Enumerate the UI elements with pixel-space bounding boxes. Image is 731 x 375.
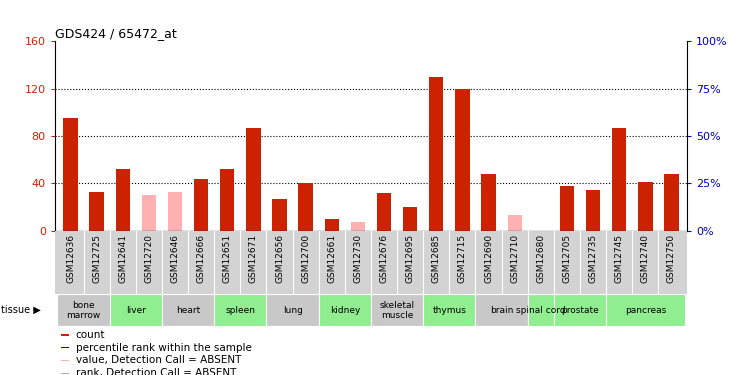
Bar bbox=[325, 219, 339, 231]
Text: GSM12666: GSM12666 bbox=[197, 234, 205, 283]
Text: GSM12651: GSM12651 bbox=[223, 234, 232, 283]
Text: spinal cord: spinal cord bbox=[516, 306, 566, 315]
Bar bbox=[475, 294, 528, 326]
Bar bbox=[298, 183, 313, 231]
Text: GSM12730: GSM12730 bbox=[353, 234, 363, 283]
Bar bbox=[58, 294, 110, 326]
Bar bbox=[214, 294, 267, 326]
Text: count: count bbox=[76, 330, 105, 340]
Text: heart: heart bbox=[176, 306, 200, 315]
Bar bbox=[638, 182, 653, 231]
Bar bbox=[403, 207, 417, 231]
Bar bbox=[115, 169, 130, 231]
Text: thymus: thymus bbox=[433, 306, 466, 315]
Text: kidney: kidney bbox=[330, 306, 360, 315]
Text: GSM12656: GSM12656 bbox=[275, 234, 284, 283]
Text: bone
marrow: bone marrow bbox=[67, 301, 101, 320]
Text: GSM12740: GSM12740 bbox=[641, 234, 650, 283]
Text: GDS424 / 65472_at: GDS424 / 65472_at bbox=[55, 27, 177, 40]
Bar bbox=[142, 195, 156, 231]
Bar bbox=[168, 192, 182, 231]
Bar bbox=[455, 88, 469, 231]
Bar bbox=[273, 199, 287, 231]
Bar bbox=[319, 294, 371, 326]
Text: GSM12720: GSM12720 bbox=[145, 234, 154, 283]
Text: percentile rank within the sample: percentile rank within the sample bbox=[76, 343, 251, 353]
Bar bbox=[554, 294, 606, 326]
Text: GSM12661: GSM12661 bbox=[327, 234, 336, 283]
Bar bbox=[606, 294, 684, 326]
Text: GSM12680: GSM12680 bbox=[537, 234, 545, 283]
Text: prostate: prostate bbox=[561, 306, 599, 315]
Bar bbox=[377, 193, 391, 231]
Bar bbox=[162, 294, 214, 326]
Text: pancreas: pancreas bbox=[625, 306, 666, 315]
Bar bbox=[371, 294, 423, 326]
Text: GSM12705: GSM12705 bbox=[562, 234, 572, 283]
Text: GSM12676: GSM12676 bbox=[379, 234, 389, 283]
Bar bbox=[61, 360, 69, 361]
Text: GSM12641: GSM12641 bbox=[118, 234, 127, 283]
Text: GSM12745: GSM12745 bbox=[615, 234, 624, 283]
Bar bbox=[423, 294, 475, 326]
Bar bbox=[507, 215, 522, 231]
Text: GSM12735: GSM12735 bbox=[588, 234, 597, 283]
Text: GSM12671: GSM12671 bbox=[249, 234, 258, 283]
Bar bbox=[560, 186, 574, 231]
Bar bbox=[482, 174, 496, 231]
Bar bbox=[61, 372, 69, 374]
Text: tissue ▶: tissue ▶ bbox=[1, 304, 41, 314]
Text: GSM12646: GSM12646 bbox=[170, 234, 180, 283]
Bar bbox=[61, 334, 69, 336]
Text: GSM12690: GSM12690 bbox=[484, 234, 493, 283]
Bar bbox=[612, 128, 626, 231]
Bar bbox=[528, 294, 554, 326]
Text: value, Detection Call = ABSENT: value, Detection Call = ABSENT bbox=[76, 356, 241, 365]
Text: rank, Detection Call = ABSENT: rank, Detection Call = ABSENT bbox=[76, 368, 236, 375]
Bar bbox=[664, 174, 678, 231]
Text: lung: lung bbox=[283, 306, 303, 315]
Bar bbox=[110, 294, 162, 326]
Text: GSM12695: GSM12695 bbox=[406, 234, 414, 283]
Text: GSM12710: GSM12710 bbox=[510, 234, 519, 283]
Bar bbox=[267, 294, 319, 326]
Text: GSM12715: GSM12715 bbox=[458, 234, 467, 283]
Text: skeletal
muscle: skeletal muscle bbox=[379, 301, 414, 320]
Bar bbox=[220, 169, 235, 231]
Text: GSM12636: GSM12636 bbox=[66, 234, 75, 283]
Text: brain: brain bbox=[490, 306, 513, 315]
Bar bbox=[89, 192, 104, 231]
Bar bbox=[351, 222, 365, 231]
Bar bbox=[64, 118, 77, 231]
Bar bbox=[586, 190, 600, 231]
Bar bbox=[194, 178, 208, 231]
Text: GSM12685: GSM12685 bbox=[432, 234, 441, 283]
Text: GSM12750: GSM12750 bbox=[667, 234, 676, 283]
Bar bbox=[429, 77, 444, 231]
Bar bbox=[246, 128, 260, 231]
Text: GSM12700: GSM12700 bbox=[301, 234, 310, 283]
Bar bbox=[61, 347, 69, 348]
Text: liver: liver bbox=[126, 306, 145, 315]
Text: GSM12725: GSM12725 bbox=[92, 234, 101, 283]
Text: spleen: spleen bbox=[225, 306, 255, 315]
